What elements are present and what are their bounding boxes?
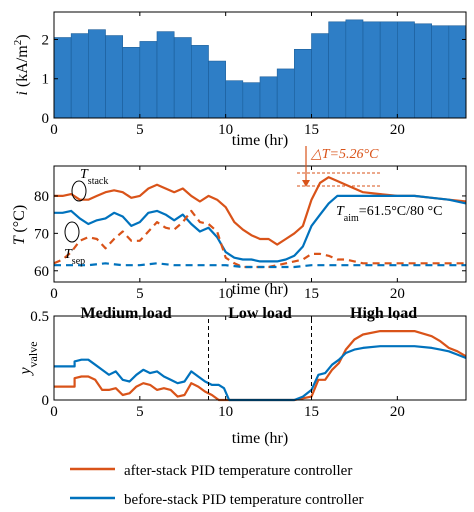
delta-t-arrow-head <box>302 180 310 187</box>
t-stack-label: Tstack <box>80 167 108 187</box>
valve-ytick-label: 0 <box>42 393 50 409</box>
current-bar <box>156 31 175 119</box>
valve-x-label: time (hr) <box>232 430 288 447</box>
valve-series-before <box>54 345 467 402</box>
legend-before-label: before-stack PID temperature controller <box>124 492 363 508</box>
valve-lines <box>54 330 467 402</box>
current-ytick-label: 0 <box>42 111 50 127</box>
current-xtick-label: 10 <box>218 122 233 138</box>
temperature-ytick-label: 80 <box>34 189 49 205</box>
valve-series-after <box>54 330 467 402</box>
valve-xtick-label: 15 <box>304 404 319 420</box>
temperature-series-before_stack <box>54 194 467 263</box>
current-plot-frame <box>53 11 467 119</box>
current-bar <box>379 21 398 119</box>
t-sep-marker <box>64 221 80 243</box>
current-x-label: time (hr) <box>232 132 288 149</box>
temperature-xtick-label: 15 <box>304 286 319 302</box>
current-density-chart: 0 5 10 15 20 0 1 2 i (kA/m2) time (hr) <box>12 11 467 149</box>
current-y-label: i (kA/m2) <box>12 34 31 95</box>
valve-xtick-label: 10 <box>218 404 233 420</box>
valve-xtick-label: 5 <box>136 404 144 420</box>
temperature-series-before_sep <box>54 262 466 269</box>
current-bar <box>173 37 192 119</box>
current-bar <box>139 41 158 119</box>
load-region-label: High load <box>350 305 417 322</box>
temperature-xtick-label: 5 <box>136 286 144 302</box>
t-aim-label: Taim=61.5°C/80 °C <box>336 204 442 224</box>
current-xtick-label: 0 <box>50 122 58 138</box>
current-ticks: 0 5 10 15 20 0 1 2 <box>42 12 466 138</box>
temperature-chart: 0 5 10 15 20 60 70 80 T (°C) time (hr) Tstack T… <box>11 146 467 302</box>
current-xtick-label: 5 <box>136 122 144 138</box>
temperature-series-after_stack <box>54 176 467 246</box>
delta-t-label: △T=5.26°C <box>310 147 379 162</box>
legend-after-label: after-stack PID temperature controller <box>124 463 352 479</box>
current-bar <box>53 37 72 119</box>
temperature-ytick-label: 70 <box>34 226 49 242</box>
temperature-ytick-label: 60 <box>34 264 49 280</box>
temperature-plot-frame <box>53 165 467 283</box>
current-bar <box>122 47 141 119</box>
valve-chart: 0 5 10 15 20 0 0.5 Medium load Low load High loa… <box>17 305 467 447</box>
current-bar <box>242 82 261 119</box>
valve-ytick-label: 0.5 <box>30 309 49 325</box>
temperature-x-label: time (hr) <box>232 281 288 298</box>
temperature-xtick-label: 0 <box>50 286 58 302</box>
temperature-ticks: 0 5 10 15 20 60 70 80 <box>34 166 466 302</box>
legend: after-stack PID temperature controller b… <box>70 463 363 508</box>
current-bar <box>191 45 209 119</box>
current-bar <box>362 21 381 119</box>
current-bar <box>328 21 347 119</box>
temperature-lines <box>53 176 467 269</box>
current-ytick-label: 1 <box>42 72 50 88</box>
valve-y-label: yvalve <box>17 341 40 376</box>
current-xtick-label: 15 <box>304 122 319 138</box>
current-bar <box>276 68 295 119</box>
current-bar <box>431 25 450 119</box>
current-xtick-label: 20 <box>390 122 405 138</box>
t-sep-label: Tsep <box>64 247 85 267</box>
current-bar <box>208 60 226 119</box>
current-bar <box>105 35 123 119</box>
current-bar <box>88 29 106 119</box>
load-regions: Medium load Low load High load <box>81 305 417 400</box>
valve-plot-frame <box>53 315 467 401</box>
valve-xtick-label: 20 <box>390 404 405 420</box>
temperature-series-after_sep <box>53 209 466 269</box>
current-bars <box>53 19 467 119</box>
t-stack-marker <box>71 180 87 202</box>
current-bar <box>70 33 89 119</box>
temperature-xtick-label: 10 <box>218 286 233 302</box>
current-bar <box>259 76 278 119</box>
current-bar <box>397 21 415 119</box>
current-bar <box>294 48 312 119</box>
current-bar <box>345 19 364 119</box>
valve-ticks: 0 5 10 15 20 0 0.5 <box>30 309 466 420</box>
load-region-label: Low load <box>228 305 292 322</box>
current-bar <box>311 33 329 119</box>
current-ytick-label: 2 <box>42 32 50 48</box>
temperature-xtick-label: 20 <box>390 286 405 302</box>
current-bar <box>414 23 432 119</box>
valve-xtick-label: 0 <box>50 404 58 420</box>
temperature-y-label: T (°C) <box>11 205 28 245</box>
load-region-label: Medium load <box>81 305 172 322</box>
current-bar <box>225 80 244 119</box>
